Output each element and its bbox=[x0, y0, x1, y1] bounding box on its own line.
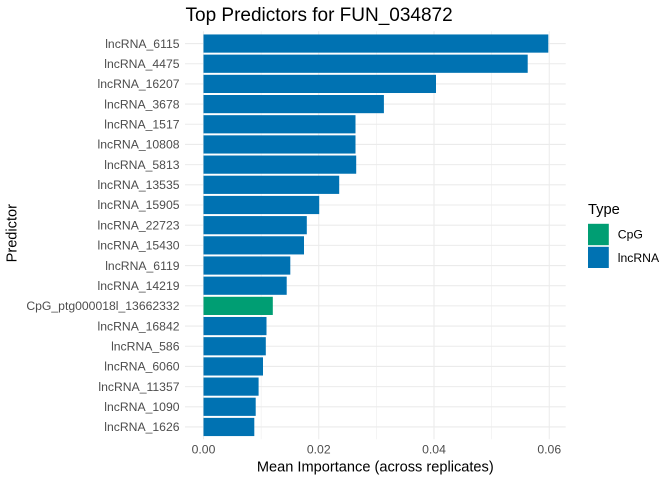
svg-text:CpG: CpG bbox=[618, 228, 643, 242]
svg-text:lncRNA_15905: lncRNA_15905 bbox=[98, 198, 180, 212]
svg-text:lncRNA_1626: lncRNA_1626 bbox=[104, 420, 179, 434]
svg-text:lncRNA_10808: lncRNA_10808 bbox=[98, 138, 180, 152]
svg-text:0.00: 0.00 bbox=[192, 442, 216, 456]
svg-text:lncRNA_11357: lncRNA_11357 bbox=[98, 380, 179, 394]
svg-text:lncRNA_15430: lncRNA_15430 bbox=[98, 239, 180, 253]
svg-text:lncRNA_6060: lncRNA_6060 bbox=[104, 360, 179, 374]
svg-text:0.06: 0.06 bbox=[537, 442, 561, 456]
svg-text:0.02: 0.02 bbox=[307, 442, 331, 456]
svg-text:lncRNA_6119: lncRNA_6119 bbox=[105, 259, 180, 273]
svg-text:lncRNA_4475: lncRNA_4475 bbox=[104, 57, 179, 71]
svg-text:lncRNA_22723: lncRNA_22723 bbox=[98, 218, 180, 232]
svg-text:lncRNA_16207: lncRNA_16207 bbox=[98, 77, 180, 91]
svg-text:lncRNA_3678: lncRNA_3678 bbox=[104, 97, 179, 111]
svg-text:Predictor: Predictor bbox=[5, 204, 21, 263]
svg-text:Type: Type bbox=[588, 202, 620, 218]
svg-text:0.04: 0.04 bbox=[422, 442, 446, 456]
svg-text:Top Predictors for FUN_034872: Top Predictors for FUN_034872 bbox=[186, 5, 453, 26]
svg-text:lncRNA: lncRNA bbox=[618, 251, 660, 265]
svg-text:CpG_ptg000018l_13662332: CpG_ptg000018l_13662332 bbox=[26, 299, 179, 313]
svg-text:lncRNA_14219: lncRNA_14219 bbox=[98, 279, 180, 293]
svg-text:lncRNA_1090: lncRNA_1090 bbox=[104, 400, 179, 414]
svg-text:lncRNA_16842: lncRNA_16842 bbox=[98, 319, 180, 333]
svg-text:lncRNA_6115: lncRNA_6115 bbox=[105, 37, 180, 51]
svg-text:lncRNA_1517: lncRNA_1517 bbox=[104, 118, 179, 132]
svg-text:lncRNA_13535: lncRNA_13535 bbox=[98, 178, 180, 192]
svg-text:lncRNA_586: lncRNA_586 bbox=[111, 340, 180, 354]
svg-text:Mean Importance (across replic: Mean Importance (across replicates) bbox=[257, 459, 494, 475]
svg-text:lncRNA_5813: lncRNA_5813 bbox=[104, 158, 179, 172]
